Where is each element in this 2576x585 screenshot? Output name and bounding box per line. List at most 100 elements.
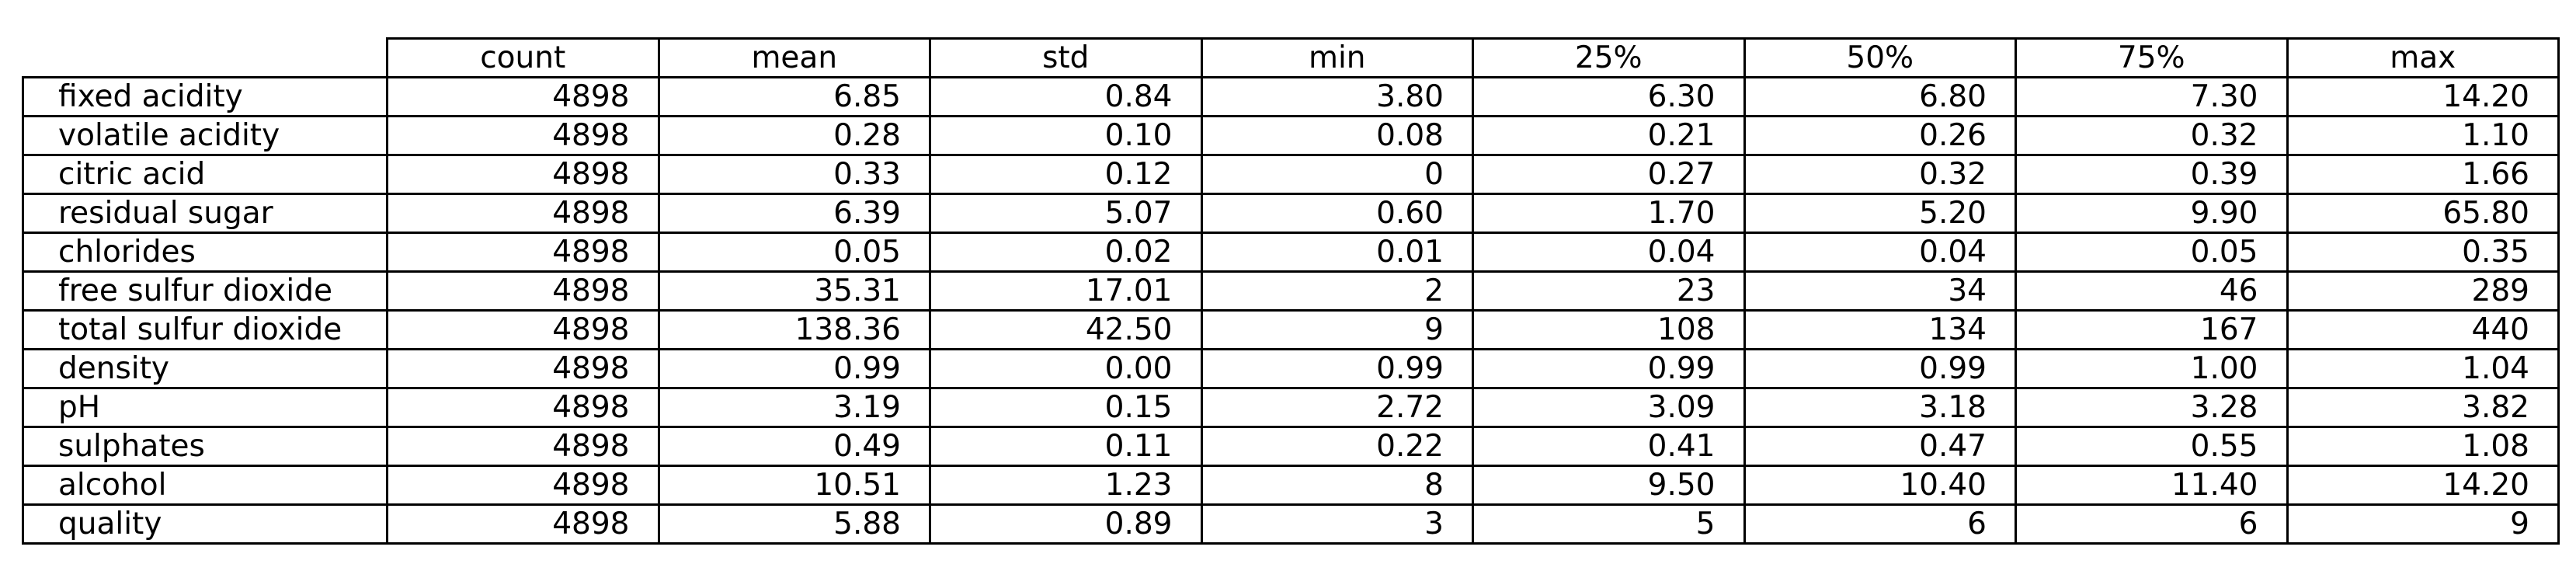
table-row: volatile acidity 4898 0.28 0.10 0.08 0.21 0.26… xyxy=(22,115,2560,156)
table-cell: 0.26 xyxy=(1743,115,2017,156)
corner-cell xyxy=(23,38,388,78)
table-cell: 4898 xyxy=(386,76,660,117)
table-cell: 0.10 xyxy=(929,115,1203,156)
table-cell: 1.00 xyxy=(2015,348,2289,389)
row-label: quality xyxy=(22,503,388,545)
table-row: free sulfur dioxide 4898 35.31 17.01 2 23 34 46… xyxy=(22,270,2560,312)
table-row: residual sugar 4898 6.39 5.07 0.60 1.70 5.20 9.… xyxy=(22,193,2560,234)
table-cell: 3.09 xyxy=(1472,387,1746,428)
table-row: chlorides 4898 0.05 0.02 0.01 0.04 0.04 0.05 0.3… xyxy=(22,232,2560,273)
table-cell: 0 xyxy=(1200,154,1474,195)
table-cell: 0.99 xyxy=(1472,348,1746,389)
table-cell: 65.80 xyxy=(2286,193,2560,234)
table-cell: 6 xyxy=(1743,503,2017,545)
table-cell: 138.36 xyxy=(657,309,931,350)
column-header: count xyxy=(386,37,660,78)
table-cell: 9 xyxy=(2286,503,2560,545)
row-label: free sulfur dioxide xyxy=(22,270,388,312)
row-label: alcohol xyxy=(22,465,388,506)
table-cell: 0.27 xyxy=(1472,154,1746,195)
table-row: pH 4898 3.19 0.15 2.72 3.09 3.18 3.28 3.82 xyxy=(22,387,2560,428)
row-label: sulphates xyxy=(22,426,388,467)
table-cell: 0.04 xyxy=(1743,232,2017,273)
table-row: total sulfur dioxide 4898 138.36 42.50 9 108 1… xyxy=(22,309,2560,350)
row-label: citric acid xyxy=(22,154,388,195)
table-cell: 4898 xyxy=(386,270,660,312)
table-cell: 6.39 xyxy=(657,193,931,234)
table-cell: 1.08 xyxy=(2286,426,2560,467)
table-cell: 9.50 xyxy=(1472,465,1746,506)
table-cell: 4898 xyxy=(386,193,660,234)
table-cell: 6.85 xyxy=(657,76,931,117)
table-cell: 0.89 xyxy=(929,503,1203,545)
column-header: 50% xyxy=(1743,37,2017,78)
table-cell: 0.39 xyxy=(2015,154,2289,195)
row-label: density xyxy=(22,348,388,389)
table-cell: 440 xyxy=(2286,309,2560,350)
table-cell: 0.33 xyxy=(657,154,931,195)
table-cell: 17.01 xyxy=(929,270,1203,312)
statistics-table: count mean std min 25% 50% 75% max fixed… xyxy=(22,37,2560,545)
table-cell: 0.12 xyxy=(929,154,1203,195)
table-cell: 0.02 xyxy=(929,232,1203,273)
table-cell: 0.28 xyxy=(657,115,931,156)
table-cell: 4898 xyxy=(386,465,660,506)
table-cell: 0.21 xyxy=(1472,115,1746,156)
table-row: sulphates 4898 0.49 0.11 0.22 0.41 0.47 0.55 1.0… xyxy=(22,426,2560,467)
table-cell: 14.20 xyxy=(2286,465,2560,506)
table-body: fixed acidity 4898 6.85 0.84 3.80 6.30 6.80 7.3… xyxy=(22,76,2560,545)
table-cell: 14.20 xyxy=(2286,76,2560,117)
column-header: mean xyxy=(657,37,931,78)
table-cell: 3.28 xyxy=(2015,387,2289,428)
table-cell: 5.20 xyxy=(1743,193,2017,234)
table-cell: 5 xyxy=(1472,503,1746,545)
table-cell: 0.08 xyxy=(1200,115,1474,156)
table-row: alcohol 4898 10.51 1.23 8 9.50 10.40 11.40 14.20 xyxy=(22,465,2560,506)
table-cell: 42.50 xyxy=(929,309,1203,350)
table-cell: 0.47 xyxy=(1743,426,2017,467)
table-cell: 9 xyxy=(1200,309,1474,350)
table-cell: 5.07 xyxy=(929,193,1203,234)
column-header: max xyxy=(2286,37,2560,78)
table-cell: 0.01 xyxy=(1200,232,1474,273)
table-cell: 7.30 xyxy=(2015,76,2289,117)
table-cell: 23 xyxy=(1472,270,1746,312)
table-cell: 0.05 xyxy=(657,232,931,273)
table-cell: 5.88 xyxy=(657,503,931,545)
table-cell: 0.00 xyxy=(929,348,1203,389)
table-cell: 3.19 xyxy=(657,387,931,428)
column-header: 25% xyxy=(1472,37,1746,78)
table-cell: 4898 xyxy=(386,387,660,428)
table-cell: 0.84 xyxy=(929,76,1203,117)
table-cell: 0.49 xyxy=(657,426,931,467)
table-cell: 0.35 xyxy=(2286,232,2560,273)
header-row: count mean std min 25% 50% 75% max xyxy=(23,37,2560,78)
table-cell: 6.30 xyxy=(1472,76,1746,117)
table-cell: 1.66 xyxy=(2286,154,2560,195)
table-cell: 1.70 xyxy=(1472,193,1746,234)
table-cell: 8 xyxy=(1200,465,1474,506)
table-cell: 0.99 xyxy=(1743,348,2017,389)
table-cell: 0.55 xyxy=(2015,426,2289,467)
table-cell: 1.23 xyxy=(929,465,1203,506)
table-cell: 6 xyxy=(2015,503,2289,545)
table-cell: 0.41 xyxy=(1472,426,1746,467)
table-cell: 35.31 xyxy=(657,270,931,312)
table-cell: 0.60 xyxy=(1200,193,1474,234)
table-cell: 3.80 xyxy=(1200,76,1474,117)
table-cell: 0.32 xyxy=(1743,154,2017,195)
table-cell: 4898 xyxy=(386,232,660,273)
table-cell: 2 xyxy=(1200,270,1474,312)
table-cell: 0.11 xyxy=(929,426,1203,467)
table-cell: 0.99 xyxy=(657,348,931,389)
column-header: 75% xyxy=(2015,37,2289,78)
table-row: fixed acidity 4898 6.85 0.84 3.80 6.30 6.80 7.3… xyxy=(22,76,2560,117)
row-label: total sulfur dioxide xyxy=(22,309,388,350)
table-cell: 9.90 xyxy=(2015,193,2289,234)
table-row: density 4898 0.99 0.00 0.99 0.99 0.99 1.00 1.04 xyxy=(22,348,2560,389)
row-label: residual sugar xyxy=(22,193,388,234)
row-label: pH xyxy=(22,387,388,428)
table-cell: 4898 xyxy=(386,309,660,350)
table-cell: 10.51 xyxy=(657,465,931,506)
